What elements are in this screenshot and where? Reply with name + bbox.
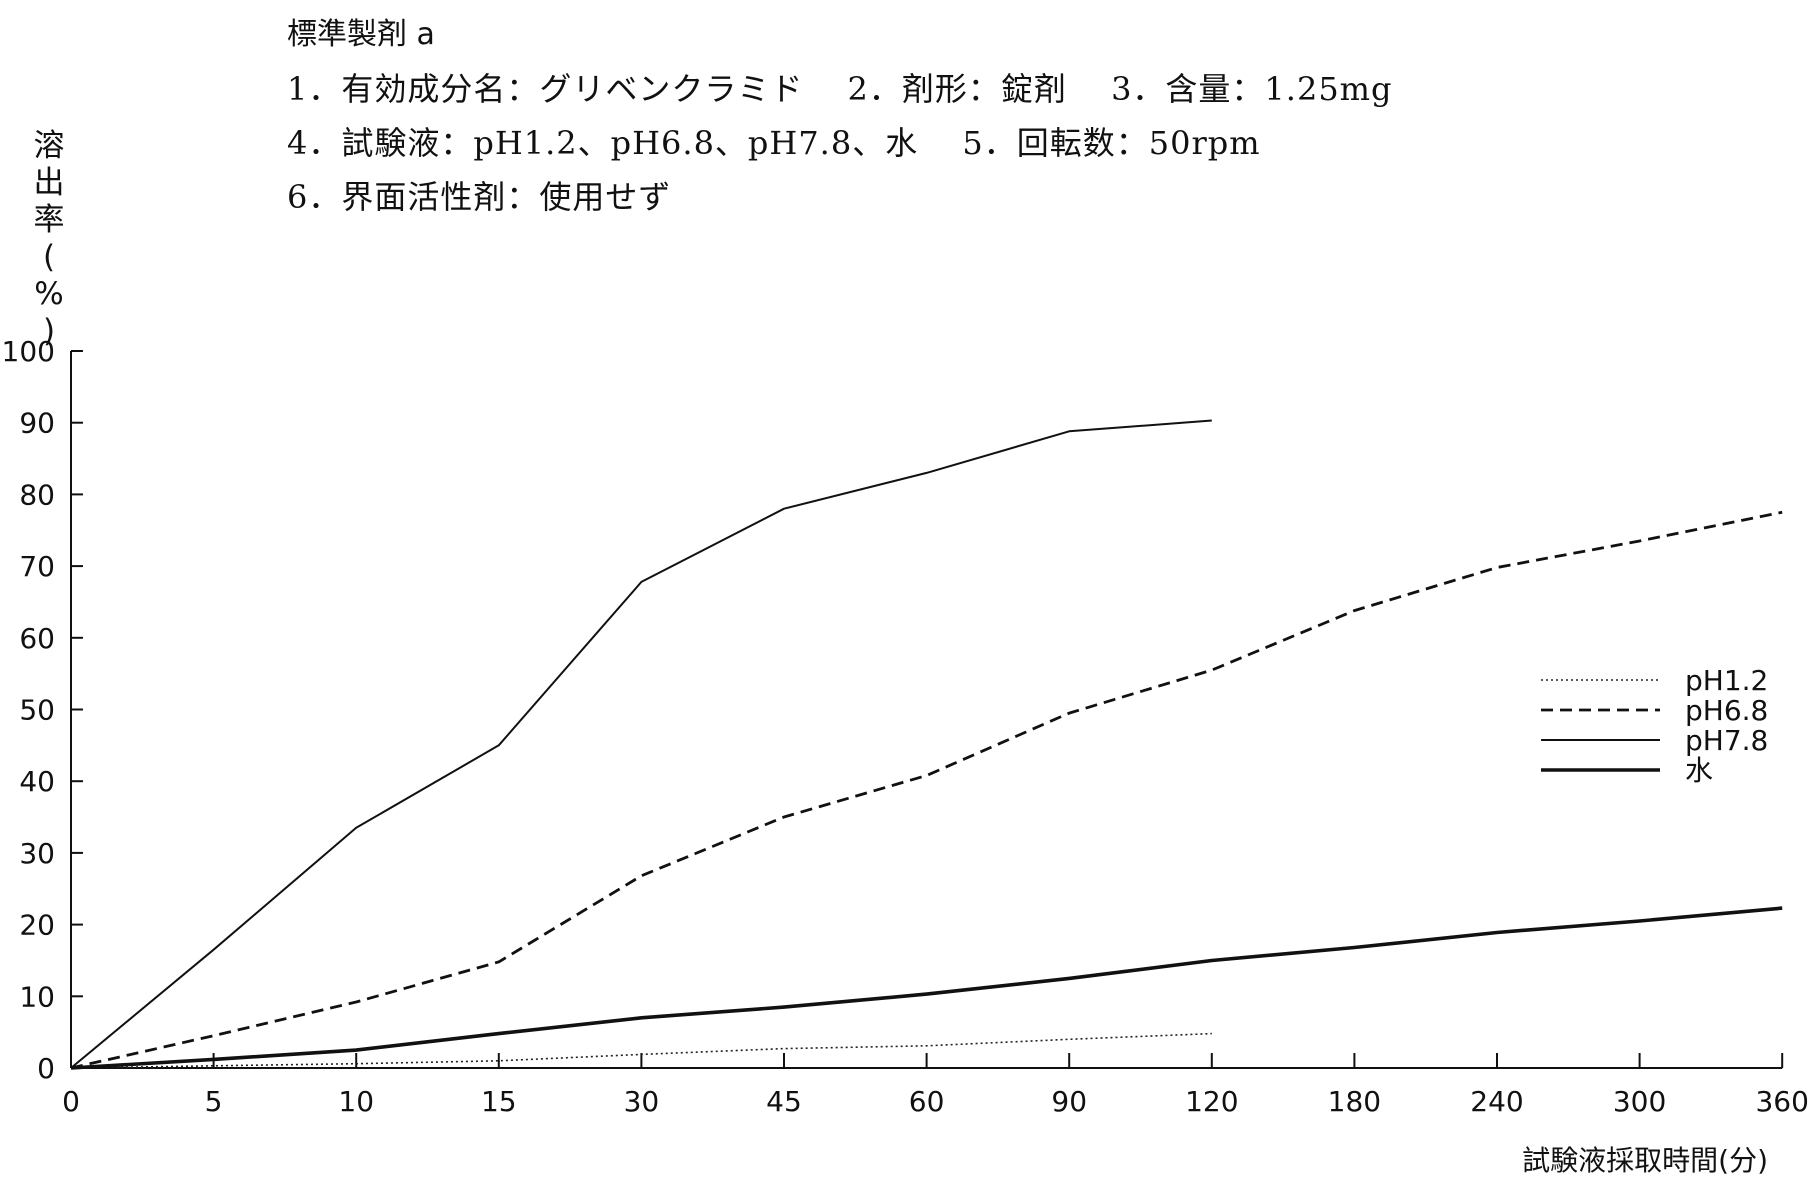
y-tick-label: 60 (19, 622, 55, 655)
y-tick-label: 100 (2, 335, 55, 368)
y-axis-label-char: 出 (33, 165, 65, 201)
info-line-2: 4．試験液：pH1.2、pH6.8、pH7.8、水 5．回転数：50rpm (287, 124, 1261, 162)
y-tick-label: 0 (37, 1052, 55, 1085)
y-axis-label: 溶 出 率 ( % ) (27, 128, 71, 350)
legend-label: pH7.8 (1685, 724, 1768, 757)
y-tick-label: 30 (19, 837, 55, 870)
y-tick-label: 70 (19, 550, 55, 583)
series-line-solid-thick (70, 906, 1783, 1070)
x-tick-label: 30 (624, 1085, 660, 1118)
x-tick-label: 60 (909, 1085, 945, 1118)
legend-label: pH6.8 (1685, 694, 1768, 727)
x-tick-label: 120 (1185, 1085, 1238, 1118)
info-line-1: 1．有効成分名：グリベンクラミド 2．剤形：錠剤 3．含量：1.25mg (287, 70, 1393, 108)
x-tick-label: 90 (1051, 1085, 1087, 1118)
chart-series (70, 419, 1783, 1070)
x-tick-label: 45 (766, 1085, 802, 1118)
y-tick-label: 20 (19, 909, 55, 942)
legend-label: 水 (1685, 754, 1713, 787)
y-tick-label: 40 (19, 765, 55, 798)
chart-title: 標準製剤 a (287, 17, 435, 52)
y-axis-label-char: 率 (33, 202, 65, 238)
x-tick-label: 10 (338, 1085, 374, 1118)
y-tick-label: 80 (19, 478, 55, 511)
chart-header: 標準製剤 a 1．有効成分名：グリベンクラミド 2．剤形：錠剤 3．含量：1.2… (287, 8, 1393, 224)
y-tick-label: 50 (19, 694, 55, 727)
legend-label: pH1.2 (1685, 664, 1768, 697)
y-axis-label-char: 溶 (33, 128, 65, 164)
y-axis-label-char: ) (42, 313, 56, 349)
x-tick-label: 240 (1470, 1085, 1523, 1118)
y-tick-label: 10 (19, 980, 55, 1013)
series-line-dashed (70, 510, 1783, 1070)
chart-axes: 0 10 20 30 40 50 60 70 80 90 100 0 5 10 15 30 45 60 90 120 1… (2, 335, 1809, 1118)
x-tick-label: 0 (62, 1085, 80, 1118)
x-axis-label: 試験液採取時間(分) (1522, 1144, 1768, 1177)
x-tick-label: 360 (1755, 1085, 1808, 1118)
series-line-solid-thin (70, 419, 1212, 1069)
y-tick-label: 90 (19, 407, 55, 440)
x-tick-label: 180 (1328, 1085, 1381, 1118)
info-line-3: 6．界面活性剤：使用せず (287, 178, 672, 216)
x-tick-label: 15 (481, 1085, 517, 1118)
y-axis-label-char: % (34, 276, 64, 312)
series-line-dotted (70, 1032, 1212, 1069)
x-tick-label: 300 (1613, 1085, 1666, 1118)
x-tick-label: 5 (205, 1085, 223, 1118)
y-axis-label-char: ( (42, 239, 56, 275)
